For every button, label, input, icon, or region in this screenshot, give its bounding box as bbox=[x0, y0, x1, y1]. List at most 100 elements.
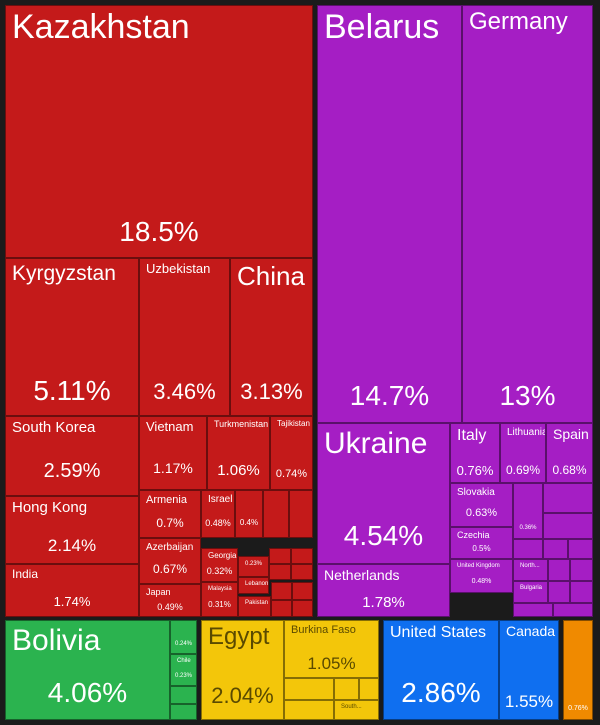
tile-label: Chile bbox=[177, 658, 191, 664]
tile-value: 0.48% bbox=[205, 518, 231, 528]
tile-minor bbox=[334, 678, 359, 700]
tile-value: 0.32% bbox=[206, 566, 233, 576]
tile-label: Israel bbox=[208, 494, 233, 505]
tile-label: Azerbaijan bbox=[146, 542, 194, 553]
tile-value: 0.23% bbox=[244, 561, 262, 567]
tile-minor bbox=[269, 564, 291, 580]
tile-label: Bulgaria bbox=[520, 585, 543, 591]
tile-label: Kyrgyzstan bbox=[12, 262, 116, 285]
tile-label: Georgia bbox=[208, 551, 237, 560]
tile-spain: Spain 0.68% bbox=[546, 423, 593, 483]
tile-label: Belarus bbox=[324, 8, 440, 46]
tile-sa-024: 0.24% bbox=[170, 620, 197, 654]
tile-label: Canada bbox=[506, 623, 556, 639]
tile-value: 0.5% bbox=[472, 544, 491, 553]
tile-malaysia: Malaysia 0.31% bbox=[201, 582, 238, 617]
tile-south: South... bbox=[334, 700, 379, 720]
tile-minor bbox=[543, 539, 568, 559]
tile-label: North... bbox=[520, 563, 540, 569]
tile-label: South Korea bbox=[12, 419, 96, 436]
tile-label: China bbox=[237, 261, 305, 291]
tile-value: 1.55% bbox=[504, 692, 554, 711]
tile-minor bbox=[543, 483, 593, 513]
tile-minor bbox=[543, 513, 593, 539]
tile-georgia: Georgia 0.32% bbox=[201, 548, 238, 582]
tile-minor bbox=[513, 539, 543, 559]
tile-minor bbox=[570, 581, 593, 603]
tile-germany: Germany 13% bbox=[462, 5, 593, 423]
tile-pakistan: Pakistan bbox=[238, 596, 271, 617]
tile-bolivia: Bolivia 4.06% bbox=[5, 620, 170, 720]
tile-value: 0.31% bbox=[208, 600, 231, 609]
tile-hong-kong: Hong Kong 2.14% bbox=[5, 496, 139, 564]
tile-italy: Italy 0.76% bbox=[450, 423, 500, 483]
tile-asia-04: 0.4% bbox=[235, 490, 263, 538]
tile-minor bbox=[170, 704, 197, 720]
tile-united-kingdom: United Kingdom 0.48% bbox=[450, 559, 513, 593]
tile-label: Bolivia bbox=[12, 624, 101, 657]
tile-value: 0.36% bbox=[519, 525, 537, 531]
tile-label: Egypt bbox=[208, 623, 270, 650]
tile-czechia: Czechia 0.5% bbox=[450, 527, 513, 559]
tile-chile: Chile 0.23% bbox=[170, 654, 197, 686]
tile-value: 18.5% bbox=[119, 216, 199, 247]
tile-japan: Japan 0.49% bbox=[139, 584, 201, 617]
tile-value: 1.17% bbox=[153, 460, 193, 476]
tile-label: United States bbox=[390, 624, 487, 641]
tile-value: 0.4% bbox=[239, 518, 259, 527]
tile-label: South... bbox=[341, 704, 362, 710]
tile-egypt: Egypt 2.04% bbox=[201, 620, 284, 720]
tile-label: Spain bbox=[553, 426, 589, 442]
tile-value: 1.06% bbox=[217, 462, 260, 479]
tile-canada: Canada 1.55% bbox=[499, 620, 559, 720]
tile-value: 4.06% bbox=[47, 677, 128, 708]
tile-value: 0.24% bbox=[174, 641, 192, 647]
tile-europe-036: 0.36% bbox=[513, 483, 543, 539]
tile-kyrgyzstan: Kyrgyzstan 5.11% bbox=[5, 258, 139, 416]
tile-value: 5.11% bbox=[33, 375, 111, 406]
tile-value: 4.54% bbox=[343, 520, 424, 551]
tile-value: 1.74% bbox=[53, 594, 91, 609]
tile-minor bbox=[269, 548, 291, 564]
tile-asia-023: 0.23% bbox=[238, 556, 269, 577]
tile-lebanon: Lebanon bbox=[238, 577, 269, 594]
tile-minor bbox=[513, 603, 553, 617]
tile-belarus: Belarus 14.7% bbox=[317, 5, 462, 423]
tile-value: 3.46% bbox=[153, 379, 216, 404]
tile-value: 2.14% bbox=[47, 536, 97, 555]
tile-vietnam: Vietnam 1.17% bbox=[139, 416, 207, 490]
tile-burkina-faso: Burkina Faso 1.05% bbox=[284, 620, 379, 678]
tile-kazakhstan: Kazakhstan 18.5% bbox=[5, 5, 313, 258]
tile-label: Netherlands bbox=[324, 567, 400, 583]
tile-value: 2.86% bbox=[401, 677, 481, 708]
tile-label: Lebanon bbox=[245, 581, 269, 587]
tile-south-korea: South Korea 2.59% bbox=[5, 416, 139, 496]
tile-minor bbox=[548, 581, 570, 603]
tile-china: China 3.13% bbox=[230, 258, 313, 416]
tile-value: 0.68% bbox=[552, 463, 587, 477]
tile-india: India 1.74% bbox=[5, 564, 139, 617]
tile-north: North... bbox=[513, 559, 548, 581]
tile-lithuania: Lithuania 0.69% bbox=[500, 423, 546, 483]
tile-label: Armenia bbox=[146, 494, 187, 506]
tile-label: Ukraine bbox=[324, 427, 428, 460]
tile-label: Malaysia bbox=[208, 586, 232, 592]
tile-bulgaria: Bulgaria bbox=[513, 581, 548, 603]
tile-value: 14.7% bbox=[349, 380, 430, 411]
tile-value: 0.7% bbox=[156, 516, 184, 530]
tile-label: Tajikistan bbox=[277, 419, 310, 428]
tile-slovakia: Slovakia 0.63% bbox=[450, 483, 513, 527]
tile-value: 3.13% bbox=[240, 379, 303, 404]
tile-oceania: 0.76% bbox=[563, 620, 593, 720]
tile-minor bbox=[553, 603, 593, 617]
tile-label: Kazakhstan bbox=[12, 8, 190, 46]
tile-minor bbox=[271, 582, 292, 600]
tile-israel: Israel 0.48% bbox=[201, 490, 235, 538]
tile-azerbaijan: Azerbaijan 0.67% bbox=[139, 538, 201, 584]
tile-minor bbox=[271, 600, 292, 617]
tile-minor bbox=[548, 559, 570, 581]
tile-label: Burkina Faso bbox=[291, 624, 356, 636]
tile-armenia: Armenia 0.7% bbox=[139, 490, 201, 538]
tile-value: 0.74% bbox=[275, 468, 308, 480]
